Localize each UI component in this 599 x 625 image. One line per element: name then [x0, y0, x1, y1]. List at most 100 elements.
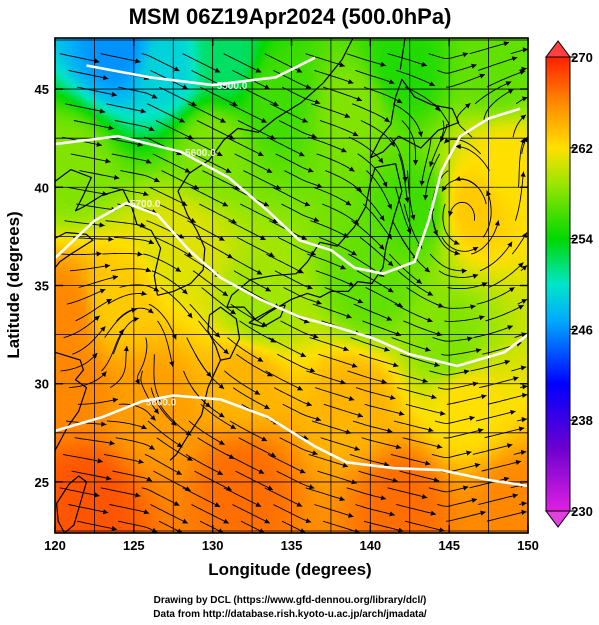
streamline	[240, 203, 278, 224]
streamline	[109, 345, 128, 388]
streamline	[360, 120, 396, 147]
streamline	[404, 520, 445, 532]
streamline	[236, 237, 275, 258]
streamline-arrowhead	[518, 426, 525, 432]
y-tick-label: 30	[35, 377, 49, 392]
streamline-arrowhead	[261, 321, 267, 327]
streamline	[228, 103, 267, 123]
contour-label: 5600.0	[185, 148, 216, 159]
streamline-arrowhead	[503, 476, 510, 482]
streamline	[118, 86, 158, 99]
streamline-arrowhead	[270, 452, 276, 457]
streamline-arrowhead	[94, 315, 100, 321]
streamline	[469, 41, 510, 55]
streamline-arrowhead	[351, 479, 357, 485]
streamline	[237, 120, 276, 140]
streamline-arrowhead	[354, 528, 360, 533]
colorbar: 270 262 254 246 238 230	[545, 40, 594, 528]
streamline	[449, 201, 476, 221]
streamline	[350, 337, 390, 352]
streamline	[228, 220, 266, 241]
streamline-arrowhead	[145, 158, 152, 164]
streamline	[441, 237, 479, 252]
streamline-arrowhead	[266, 168, 273, 173]
coastlines	[55, 38, 460, 533]
streamline-arrowhead	[521, 66, 527, 72]
streamline	[306, 370, 346, 384]
streamline-arrowhead	[272, 101, 279, 106]
colorbar-tick-label: 230	[571, 504, 593, 519]
streamline-arrowhead	[503, 41, 509, 47]
streamline-arrowhead	[254, 389, 261, 395]
streamline-arrowhead	[94, 492, 100, 498]
coastline	[157, 38, 354, 296]
streamline-arrowhead	[424, 267, 430, 273]
streamline	[141, 487, 180, 506]
streamline	[403, 320, 443, 336]
x-tick-label: 125	[123, 538, 145, 553]
streamline-arrowhead	[462, 485, 469, 491]
streamline-arrowhead	[113, 174, 120, 180]
streamline-arrowhead	[298, 151, 305, 157]
streamline-arrowhead	[395, 331, 402, 337]
streamline-arrowhead	[422, 378, 428, 384]
streamline-arrowhead	[348, 396, 355, 401]
streamline-arrowhead	[257, 151, 264, 156]
streamline	[77, 398, 119, 405]
x-tick-label: 135	[281, 538, 303, 553]
streamline	[314, 69, 354, 84]
height-contour	[86, 56, 316, 87]
streamline	[79, 170, 120, 179]
streamline	[474, 81, 512, 105]
streamline-arrowhead	[230, 218, 237, 224]
streamline	[106, 420, 147, 430]
streamline	[71, 470, 112, 480]
credit-line-2: Data from http://database.rish.kyoto-u.a…	[153, 609, 427, 620]
streamline-arrowhead	[428, 427, 434, 433]
colorbar-tick-label: 270	[571, 50, 593, 65]
streamline-arrowhead	[184, 167, 191, 173]
streamline-arrowhead	[434, 105, 440, 112]
streamline	[107, 293, 147, 305]
streamline	[518, 137, 526, 188]
streamline	[110, 268, 152, 272]
streamline-arrowhead	[521, 265, 528, 271]
streamline	[274, 270, 313, 290]
streamline-arrowhead	[357, 298, 363, 304]
streamline	[275, 153, 314, 173]
streamline-arrowhead	[140, 108, 146, 114]
streamline	[100, 487, 141, 497]
streamline	[428, 52, 469, 60]
streamline	[182, 487, 221, 508]
streamline-arrowhead	[185, 430, 192, 436]
streamline-arrowhead	[507, 89, 514, 94]
streamline-arrowhead	[109, 440, 115, 446]
streamline	[445, 511, 486, 522]
streamline-arrowhead	[436, 443, 443, 449]
streamline-arrowhead	[342, 462, 348, 468]
y-tick-label: 35	[35, 279, 49, 294]
x-tick-label: 145	[438, 538, 460, 553]
streamline	[223, 487, 262, 507]
streamline	[281, 203, 320, 222]
streamline	[188, 420, 225, 446]
streamline-arrowhead	[442, 185, 447, 192]
streamline	[401, 120, 417, 166]
streamline	[153, 470, 191, 492]
streamline	[483, 89, 514, 121]
streamline	[355, 69, 395, 84]
streamline	[320, 437, 360, 451]
streamline	[149, 186, 188, 206]
streamline-arrowhead	[101, 421, 107, 427]
streamline-arrowhead	[305, 518, 312, 524]
streamline-arrowhead	[228, 134, 235, 140]
x-tick-label: 140	[359, 538, 381, 553]
streamline	[144, 453, 183, 475]
streamline-arrowhead	[123, 346, 129, 352]
streamline	[485, 304, 524, 322]
streamline	[116, 307, 154, 322]
streamline	[318, 236, 358, 256]
contour-label: 5500.0	[217, 81, 248, 92]
streamline-arrowhead	[481, 394, 487, 400]
streamline-arrowhead	[258, 528, 265, 533]
